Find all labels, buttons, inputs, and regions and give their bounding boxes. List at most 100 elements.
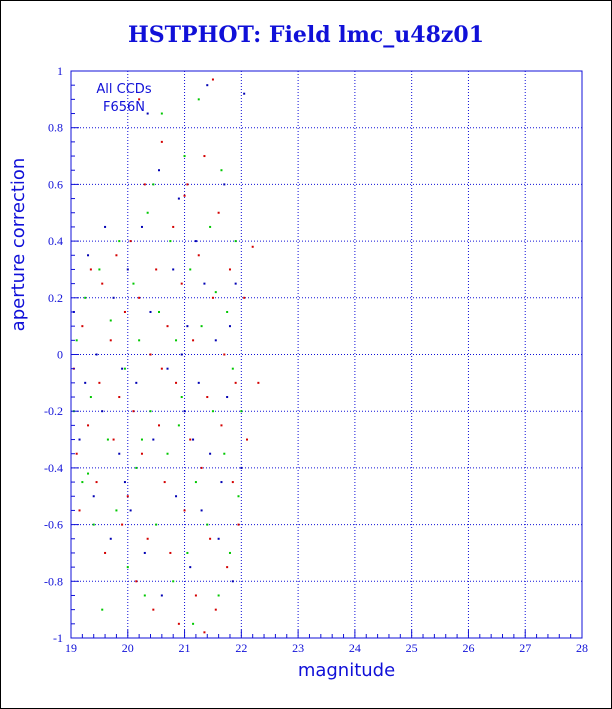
data-point (223, 183, 226, 186)
data-point (180, 396, 183, 399)
data-point (101, 282, 104, 285)
data-point (140, 452, 143, 455)
data-point (183, 509, 186, 512)
y-tick-label: 1 (57, 64, 63, 78)
data-point (92, 495, 95, 498)
grid-layer (71, 71, 582, 638)
x-tick-label: 25 (406, 641, 418, 655)
data-point (192, 438, 195, 441)
data-point (163, 481, 166, 484)
data-point (75, 339, 78, 342)
data-point (172, 268, 175, 271)
y-tick-label: -0.4 (44, 461, 63, 475)
data-point (175, 339, 178, 342)
data-point (209, 452, 212, 455)
data-point (206, 396, 209, 399)
data-point (177, 197, 180, 200)
data-point (132, 410, 135, 413)
data-point (220, 481, 223, 484)
data-point (135, 580, 138, 583)
data-point (172, 225, 175, 228)
ticks-layer: 19 20 21 22 23 24 25 26 27 28 -1 -0.8 -0.6 -0.4 -0.2 0 0… (44, 64, 588, 655)
data-point (194, 481, 197, 484)
y-axis-label: aperture correction (8, 158, 29, 332)
annotation-filter: F656N (103, 100, 145, 115)
data-point (160, 594, 163, 597)
data-point (140, 225, 143, 228)
data-point (223, 353, 226, 356)
data-point (226, 310, 229, 313)
y-tick-label: 0.4 (48, 234, 63, 248)
data-point (192, 339, 195, 342)
y-tick-label: 0.8 (48, 121, 63, 135)
data-point (135, 381, 138, 384)
data-point (240, 410, 243, 413)
data-point (228, 325, 231, 328)
data-point (214, 608, 217, 611)
data-point (189, 566, 192, 569)
data-point (166, 325, 169, 328)
data-point (87, 254, 90, 257)
data-point (166, 367, 169, 370)
data-point (226, 396, 229, 399)
x-tick-label: 28 (576, 641, 588, 655)
data-point (138, 98, 141, 101)
data-point (183, 194, 186, 197)
data-point (200, 466, 203, 469)
data-point (220, 169, 223, 172)
data-point (203, 155, 206, 158)
data-point (155, 268, 158, 271)
data-point (101, 410, 104, 413)
data-point (129, 240, 132, 243)
data-point (149, 353, 152, 356)
data-point (189, 268, 192, 271)
data-point (169, 551, 172, 554)
data-point (126, 495, 129, 498)
data-point (209, 537, 212, 540)
data-point (146, 112, 149, 115)
data-point (112, 296, 115, 299)
points-layer (72, 78, 260, 634)
data-point (211, 296, 214, 299)
x-tick-label: 22 (235, 641, 247, 655)
data-point (112, 438, 115, 441)
labels-layer: magnitude aperture correction All CCDs F… (8, 82, 395, 681)
y-tick-label: 0.6 (48, 177, 63, 191)
data-point (87, 424, 90, 427)
chart-title: HSTPHOT: Field lmc_u48z01 (127, 22, 485, 48)
data-point (200, 509, 203, 512)
data-point (211, 410, 214, 413)
data-point (200, 325, 203, 328)
data-point (75, 452, 78, 455)
data-point (143, 551, 146, 554)
y-tick-label: -0.8 (44, 574, 63, 588)
x-tick-label: 20 (122, 641, 134, 655)
data-point (183, 155, 186, 158)
data-point (160, 367, 163, 370)
data-point (240, 466, 243, 469)
data-point (104, 225, 107, 228)
data-point (228, 268, 231, 271)
data-point (78, 509, 81, 512)
data-point (243, 92, 246, 95)
data-point (118, 452, 121, 455)
data-point (109, 319, 112, 322)
data-point (211, 78, 214, 81)
data-point (197, 98, 200, 101)
data-point (92, 523, 95, 526)
data-point (175, 381, 178, 384)
x-tick-label: 26 (462, 641, 474, 655)
x-tick-label: 21 (179, 641, 191, 655)
data-point (95, 353, 98, 356)
data-point (192, 622, 195, 625)
data-point (237, 523, 240, 526)
data-point (177, 424, 180, 427)
data-point (257, 381, 260, 384)
data-point (98, 381, 101, 384)
data-point (243, 296, 246, 299)
x-tick-label: 19 (65, 641, 77, 655)
data-point (123, 367, 126, 370)
x-tick-label: 24 (349, 641, 361, 655)
data-point (109, 537, 112, 540)
data-point (126, 268, 129, 271)
